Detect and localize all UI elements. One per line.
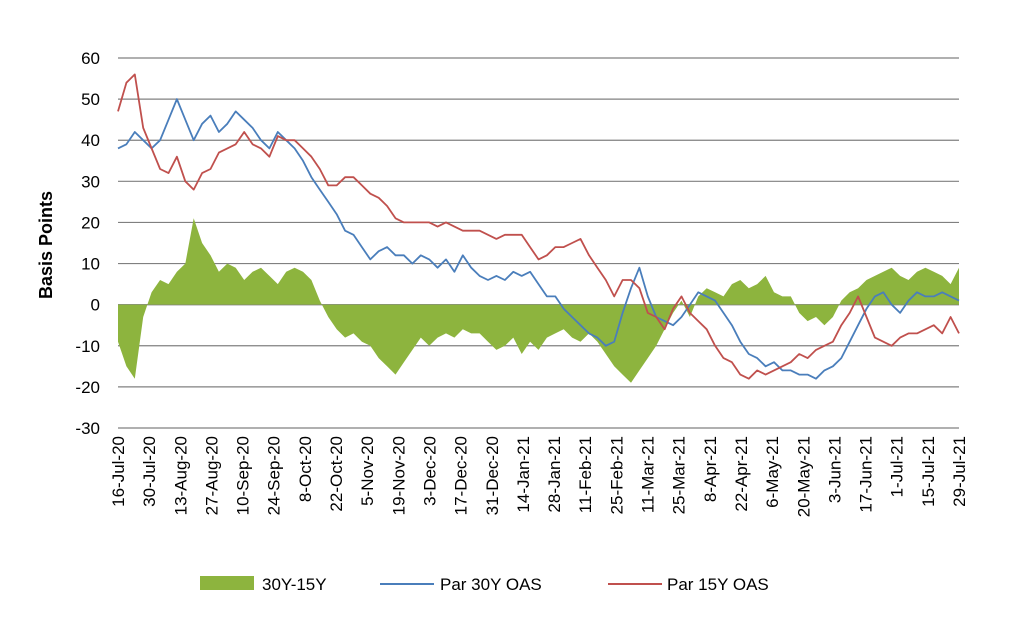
- x-tick-label: 22-Oct-20: [327, 436, 346, 512]
- legend-label: Par 15Y OAS: [667, 575, 769, 594]
- x-tick-label: 11-Mar-21: [639, 436, 658, 513]
- x-tick-label: 13-Aug-20: [171, 436, 190, 515]
- y-tick-label: 40: [81, 131, 100, 150]
- y-tick-label: -10: [75, 337, 100, 356]
- x-tick-label: 1-Jul-21: [888, 436, 907, 497]
- legend-label: Par 30Y OAS: [440, 575, 542, 594]
- y-axis-title: Basis Points: [36, 191, 56, 299]
- x-tick-label: 16-Jul-20: [109, 436, 128, 507]
- y-tick-label: 0: [91, 296, 100, 315]
- legend: 30Y-15Y Par 30Y OAS Par 15Y OAS: [200, 575, 769, 594]
- legend-label: 30Y-15Y: [262, 575, 327, 594]
- x-tick-label: 25-Feb-21: [607, 436, 626, 514]
- x-tick-label: 11-Feb-21: [576, 436, 595, 513]
- y-tick-label: 10: [81, 255, 100, 274]
- x-tick-label: 3-Dec-20: [420, 436, 439, 506]
- x-tick-label: 27-Aug-20: [202, 436, 221, 515]
- x-tick-label: 20-May-21: [794, 436, 813, 517]
- x-tick-label: 17-Dec-20: [452, 436, 471, 515]
- x-tick-label: 30-Jul-20: [140, 436, 159, 507]
- x-tick-label: 5-Nov-20: [358, 436, 377, 506]
- legend-swatch: [200, 576, 254, 590]
- y-tick-label: 60: [81, 49, 100, 68]
- x-tick-label: 10-Sep-20: [234, 436, 253, 515]
- x-tick-label: 17-Jun-21: [857, 436, 876, 513]
- y-tick-label: -20: [75, 378, 100, 397]
- series-line-par-15y-oas: [117, 73, 960, 380]
- x-tick-label: 31-Dec-20: [483, 436, 502, 515]
- x-tick-label: 3-Jun-21: [825, 436, 844, 503]
- x-tick-label: 8-Apr-21: [701, 436, 720, 502]
- x-tick-label: 25-Mar-21: [670, 436, 689, 514]
- x-tick-label: 14-Jan-21: [514, 436, 533, 513]
- x-tick-label: 29-Jul-21: [950, 436, 969, 507]
- x-tick-label: 6-May-21: [763, 436, 782, 508]
- x-tick-label: 24-Sep-20: [265, 436, 284, 515]
- x-tick-label: 15-Jul-21: [919, 436, 938, 507]
- y-tick-label: 50: [81, 90, 100, 109]
- x-tick-label: 8-Oct-20: [296, 436, 315, 502]
- y-axis-ticks: -30 -20 -10 0 10 20 30 40 50 60: [75, 49, 100, 438]
- y-tick-label: 30: [81, 172, 100, 191]
- y-tick-label: -30: [75, 419, 100, 438]
- series-area-30y-15y: [118, 218, 959, 383]
- area-layer: [118, 218, 959, 383]
- x-tick-label: 19-Nov-20: [389, 436, 408, 515]
- y-tick-label: 20: [81, 213, 100, 232]
- series-line-par-30y-oas: [117, 98, 960, 380]
- x-tick-label: 22-Apr-21: [732, 436, 751, 512]
- x-axis-ticks: 16-Jul-20 30-Jul-20 13-Aug-20 27-Aug-20 10-S…: [109, 436, 969, 517]
- line-layer: [117, 73, 960, 380]
- x-tick-label: 28-Jan-21: [545, 436, 564, 513]
